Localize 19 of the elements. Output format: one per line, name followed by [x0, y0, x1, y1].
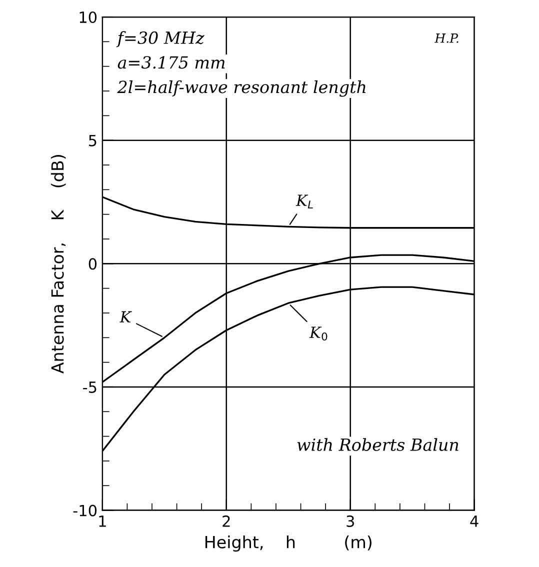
annotation: a=3.175 mm — [118, 56, 225, 69]
x-tick-label: 2 — [222, 515, 230, 527]
y-tick-label: -5 — [83, 382, 96, 393]
x-tick-label: 3 — [346, 515, 354, 527]
legend-label: K$_{0}$ — [309, 326, 328, 341]
x-axis-title: Height, h (m) — [205, 536, 372, 552]
text: K — [120, 311, 132, 322]
y-tick-label: 10 — [80, 11, 97, 24]
y-axis-title: Antenna Factor, K (dB) — [50, 155, 66, 374]
y-tick-label: 5 — [89, 135, 96, 146]
annotation: H.P. — [434, 34, 458, 43]
annotation: with Roberts Balun — [297, 438, 458, 452]
x-tick-label: 1 — [99, 516, 106, 527]
x-tick-label: 4 — [470, 516, 478, 527]
series-label: K$_{L}$ — [296, 194, 313, 208]
annotation: 2l=half-wave resonant length — [117, 80, 366, 97]
annotation: f=30 MHz — [116, 31, 204, 48]
y-tick-label: 0 — [88, 258, 97, 270]
y-tick-label: -10 — [73, 504, 97, 516]
